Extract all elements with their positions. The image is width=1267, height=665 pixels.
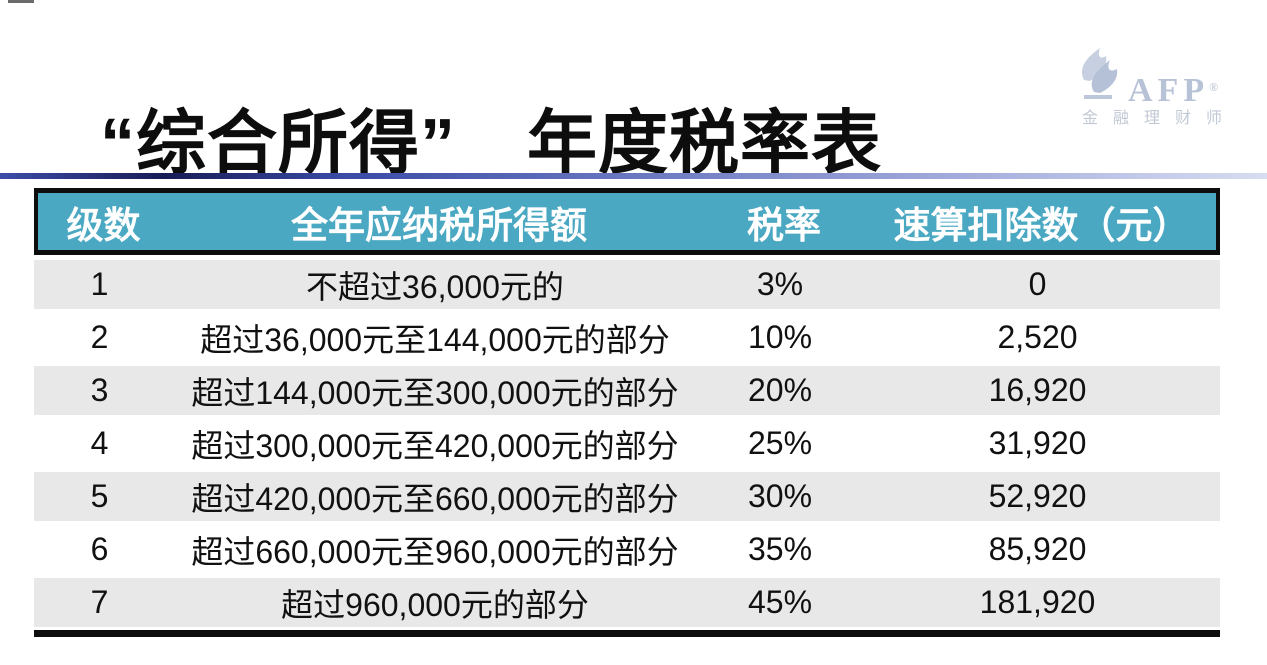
afp-logo: AFP® 金融理财师 bbox=[1068, 40, 1243, 135]
header-rate: 税率 bbox=[747, 204, 821, 246]
table-row: 1 不超过36,000元的 3% 0 bbox=[34, 260, 1220, 309]
registered-mark: ® bbox=[1209, 80, 1219, 94]
cell-income: 超过300,000元至420,000元的部分 bbox=[191, 427, 679, 464]
table-row: 6 超过660,000元至960,000元的部分 35% 85,920 bbox=[34, 525, 1220, 574]
table-header-row: 级数 全年应纳税所得额 税率 速算扣除数（元） bbox=[34, 188, 1220, 255]
table-bottom-border bbox=[34, 630, 1220, 637]
cell-level: 6 bbox=[90, 531, 109, 567]
table-body: 1 不超过36,000元的 3% 0 2 超过36,000元至144,000元的部分 10%… bbox=[34, 260, 1220, 627]
cell-rate: 35% bbox=[747, 531, 813, 567]
cell-level: 2 bbox=[90, 319, 109, 355]
cell-deduction: 181,920 bbox=[979, 584, 1096, 620]
cell-income: 超过144,000元至300,000元的部分 bbox=[191, 374, 679, 411]
cell-level: 1 bbox=[90, 266, 109, 302]
cell-deduction: 31,920 bbox=[988, 425, 1087, 461]
table-row: 2 超过36,000元至144,000元的部分 10% 2,520 bbox=[34, 313, 1220, 362]
cell-income: 不超过36,000元的 bbox=[306, 268, 564, 305]
table-row: 5 超过420,000元至660,000元的部分 30% 52,920 bbox=[34, 472, 1220, 521]
cell-level: 5 bbox=[90, 478, 109, 514]
cell-deduction: 85,920 bbox=[988, 531, 1087, 567]
cell-deduction: 16,920 bbox=[988, 372, 1087, 408]
table-row: 3 超过144,000元至300,000元的部分 20% 16,920 bbox=[34, 366, 1220, 415]
cell-level: 7 bbox=[90, 584, 109, 620]
scan-artifact bbox=[8, 0, 34, 3]
cell-rate: 3% bbox=[756, 266, 804, 302]
cell-rate: 25% bbox=[747, 425, 813, 461]
cell-rate: 10% bbox=[747, 319, 813, 355]
header-level: 级数 bbox=[66, 204, 141, 246]
cell-deduction: 2,520 bbox=[997, 319, 1078, 355]
header-deduction: 速算扣除数（元） bbox=[893, 204, 1190, 246]
table-row: 7 超过960,000元的部分 45% 181,920 bbox=[34, 578, 1220, 627]
title-divider-rule bbox=[0, 173, 1267, 179]
table-row: 4 超过300,000元至420,000元的部分 25% 31,920 bbox=[34, 419, 1220, 468]
cell-level: 4 bbox=[90, 425, 109, 461]
cell-deduction: 0 bbox=[1028, 266, 1047, 302]
logo-subtitle: 金融理财师 bbox=[1082, 110, 1238, 127]
cell-income: 超过960,000元的部分 bbox=[281, 586, 589, 623]
logo-brand-text: AFP® bbox=[1128, 72, 1219, 109]
cell-income: 超过36,000元至144,000元的部分 bbox=[200, 321, 670, 358]
cell-rate: 45% bbox=[747, 584, 813, 620]
flame-icon bbox=[1081, 48, 1118, 93]
cell-income: 超过420,000元至660,000元的部分 bbox=[191, 480, 679, 517]
cell-rate: 20% bbox=[747, 372, 813, 408]
page-title: “综合所得” 年度税率表 bbox=[100, 103, 882, 182]
cell-rate: 30% bbox=[747, 478, 813, 514]
cell-income: 超过660,000元至960,000元的部分 bbox=[191, 533, 679, 570]
logo-underscore bbox=[1084, 95, 1112, 99]
header-income: 全年应纳税所得额 bbox=[291, 204, 587, 246]
tax-rate-table: 级数 全年应纳税所得额 税率 速算扣除数（元） 1 不超过36,000元的 3% 0 2… bbox=[34, 188, 1220, 637]
cell-level: 3 bbox=[90, 372, 109, 408]
cell-deduction: 52,920 bbox=[988, 478, 1087, 514]
